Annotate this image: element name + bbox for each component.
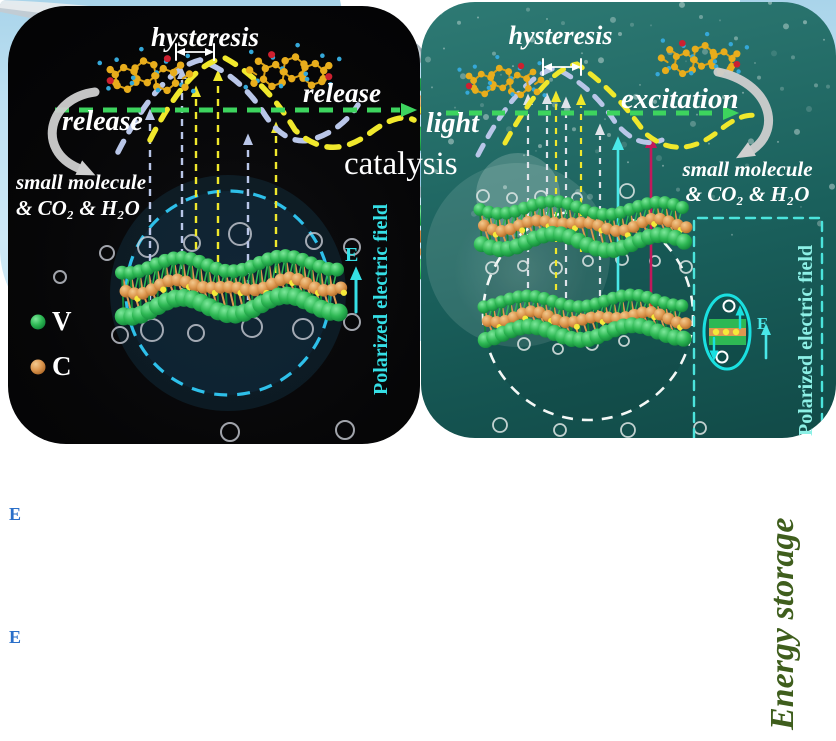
energy-storage-label: Energy storage — [764, 517, 801, 731]
hysteresis-curves — [475, 61, 761, 158]
hysteresis-measure — [542, 58, 582, 76]
polarization-inset-box — [692, 216, 824, 438]
right-panel-excitation — [421, 2, 836, 438]
small-molecule-label-left: small molecule — [16, 170, 147, 194]
left-graphics — [30, 42, 418, 442]
left-scene — [30, 42, 418, 442]
polarized-field-label-left: Polarized electric field — [370, 203, 392, 395]
excitation-arrow — [446, 106, 740, 120]
left-panel-catalysis — [8, 6, 420, 444]
lattice-slab — [473, 194, 693, 259]
small-molecule-label-right: small molecule — [682, 157, 813, 181]
co2-h2o-label-left: & CO₂ & H₂O — [16, 196, 140, 220]
lattice-slab — [477, 288, 692, 349]
organic-molecule — [457, 54, 547, 99]
e-field-label-right: E — [757, 314, 769, 333]
e-field-arrow — [761, 323, 771, 360]
hysteresis-label-right: hysteresis — [508, 21, 613, 50]
organic-molecule — [97, 46, 196, 95]
bubbles — [53, 222, 361, 442]
co2-h2o-label-right: & CO₂ & H₂O — [685, 182, 810, 206]
excitation-label: excitation — [621, 83, 739, 115]
polarization-inset — [702, 293, 752, 371]
legend-v-label: V — [52, 306, 72, 336]
hysteresis-measure — [175, 43, 215, 61]
release-curved-arrow — [47, 87, 100, 176]
lattice-slab — [114, 249, 348, 326]
polarized-field-label-right: Polarized electric field — [795, 244, 817, 436]
legend — [30, 314, 46, 375]
release-label-left: release — [62, 106, 143, 137]
release-label-right: release — [303, 78, 381, 108]
e-field-label-water-lower: E — [9, 627, 22, 647]
right-graphics — [421, 2, 835, 438]
legend-c-label: C — [52, 351, 72, 381]
specks — [421, 2, 835, 236]
right-scene — [421, 2, 835, 438]
release-arrow — [55, 103, 418, 117]
organic-molecule — [243, 42, 342, 91]
e-field-label-left: E — [345, 244, 359, 266]
release-curved-arrow — [713, 67, 774, 159]
hysteresis-curves — [115, 55, 417, 155]
hysteresis-label-left: hysteresis — [151, 22, 259, 52]
e-field-label-water-upper: E — [9, 504, 22, 524]
catalysis-label: catalysis — [344, 146, 458, 182]
organic-molecule — [655, 31, 750, 78]
light-label: light — [426, 108, 479, 139]
e-field-arrow — [350, 266, 362, 314]
